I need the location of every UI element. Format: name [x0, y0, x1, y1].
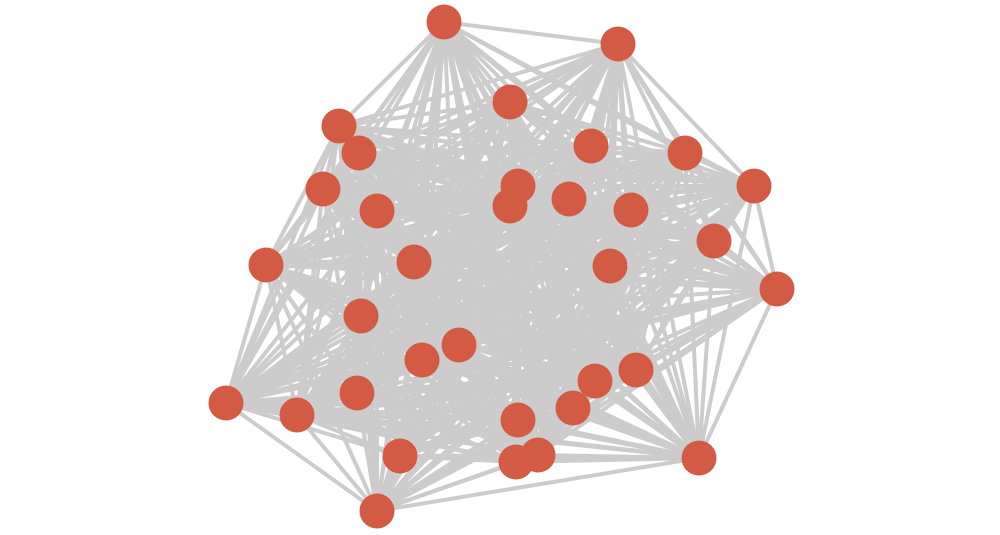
node [341, 135, 377, 171]
node [359, 193, 395, 229]
node [736, 168, 772, 204]
node [500, 402, 536, 438]
edge [593, 379, 701, 460]
edge [264, 124, 341, 267]
edge [337, 100, 512, 128]
node [667, 135, 703, 171]
edge [295, 413, 379, 513]
node [339, 375, 375, 411]
edge [571, 406, 701, 460]
node [592, 248, 628, 284]
edge [295, 413, 701, 460]
edge [295, 413, 402, 458]
edge [264, 263, 779, 291]
node [555, 390, 591, 426]
node [573, 128, 609, 164]
node [577, 363, 613, 399]
edge [264, 263, 379, 513]
edge [375, 460, 518, 513]
node [441, 327, 477, 363]
node [208, 385, 244, 421]
edge [442, 20, 620, 46]
node [613, 192, 649, 228]
edge [634, 368, 701, 460]
edge [697, 239, 716, 460]
node [759, 271, 795, 307]
edge [375, 209, 638, 372]
edge [224, 401, 379, 513]
edge [337, 42, 620, 128]
edge [629, 208, 701, 460]
edge [412, 239, 716, 264]
edge [264, 263, 597, 383]
node [321, 108, 357, 144]
edge [629, 208, 638, 372]
node [396, 244, 432, 280]
node [600, 26, 636, 62]
edge [321, 151, 687, 191]
edge [295, 260, 416, 417]
node [492, 84, 528, 120]
edge [359, 287, 779, 318]
node [551, 181, 587, 217]
edge [224, 358, 424, 405]
node [696, 223, 732, 259]
node [498, 444, 534, 480]
edge [375, 184, 520, 213]
node [343, 298, 379, 334]
edge [457, 343, 638, 372]
edge [224, 263, 268, 405]
edge [516, 418, 701, 460]
node [305, 171, 341, 207]
node [404, 342, 440, 378]
node [426, 4, 462, 40]
edge [398, 418, 520, 458]
node [248, 247, 284, 283]
edge [508, 100, 756, 188]
edge [359, 314, 638, 372]
edge [375, 260, 416, 513]
edge [359, 264, 612, 318]
node [279, 397, 315, 433]
nodes [208, 4, 795, 529]
edges [224, 20, 779, 513]
edge [264, 209, 379, 267]
node [382, 438, 418, 474]
edge [224, 260, 416, 405]
node [681, 440, 717, 476]
node [359, 493, 395, 529]
edge [224, 314, 363, 405]
edge [264, 208, 633, 267]
edge [224, 187, 325, 405]
edge [608, 264, 779, 291]
edge [375, 209, 716, 243]
edge [616, 42, 756, 188]
node [618, 352, 654, 388]
node [492, 188, 528, 224]
edge [295, 413, 520, 422]
edge [375, 418, 520, 513]
edge [321, 144, 593, 191]
edge [697, 287, 779, 460]
edge [224, 401, 402, 458]
edge [375, 456, 701, 513]
edge [224, 209, 379, 405]
edge [752, 184, 779, 291]
edge [337, 20, 446, 128]
